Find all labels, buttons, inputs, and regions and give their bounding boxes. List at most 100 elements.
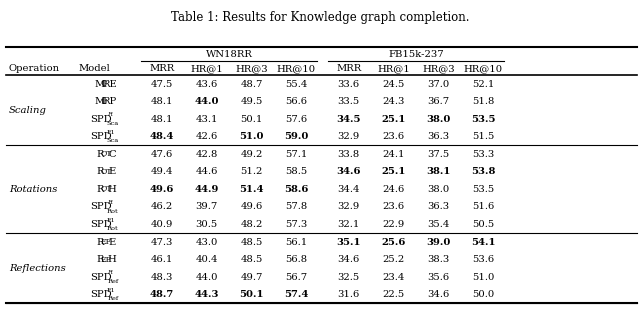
Text: 53.5: 53.5: [471, 115, 495, 124]
Text: 35.1: 35.1: [337, 238, 361, 247]
Text: 51.8: 51.8: [472, 97, 494, 106]
Text: 42.6: 42.6: [196, 132, 218, 141]
Text: 57.4: 57.4: [284, 290, 308, 299]
Text: OT: OT: [100, 168, 111, 176]
Text: 44.3: 44.3: [195, 290, 219, 299]
Text: MRR: MRR: [149, 64, 175, 73]
Text: 23.6: 23.6: [383, 132, 404, 141]
Text: Model: Model: [78, 64, 110, 73]
Text: 57.1: 57.1: [285, 150, 307, 159]
Text: 50.1: 50.1: [241, 115, 262, 124]
Text: 24.1: 24.1: [382, 150, 405, 159]
Text: R: R: [96, 255, 104, 264]
Text: 50.0: 50.0: [472, 290, 494, 299]
Text: 53.8: 53.8: [471, 167, 495, 176]
Text: 24.5: 24.5: [383, 80, 404, 89]
Text: 59.0: 59.0: [284, 132, 308, 141]
Text: 30.5: 30.5: [196, 220, 218, 229]
Text: 46.2: 46.2: [151, 202, 173, 212]
Text: 22.5: 22.5: [383, 290, 404, 299]
Text: U: U: [100, 80, 107, 88]
Text: Table 1: Results for Knowledge graph completion.: Table 1: Results for Knowledge graph com…: [171, 11, 469, 24]
Text: 38.0: 38.0: [428, 185, 449, 194]
Text: 51.0: 51.0: [472, 273, 494, 282]
Text: 48.1: 48.1: [150, 115, 173, 124]
Text: 44.6: 44.6: [196, 167, 218, 176]
Text: 32.1: 32.1: [338, 220, 360, 229]
Text: H: H: [108, 255, 116, 264]
Text: HR@3: HR@3: [422, 64, 454, 73]
Text: Rot: Rot: [107, 226, 118, 231]
Text: 53.6: 53.6: [472, 255, 494, 264]
Text: HR@10: HR@10: [463, 64, 503, 73]
Text: 47.6: 47.6: [151, 150, 173, 159]
Text: HR@3: HR@3: [236, 64, 268, 73]
Text: FB15k-237: FB15k-237: [388, 50, 444, 59]
Text: 24.6: 24.6: [383, 185, 404, 194]
Text: 46.1: 46.1: [151, 255, 173, 264]
Text: 40.4: 40.4: [195, 255, 218, 264]
Text: 57.3: 57.3: [285, 220, 307, 229]
Text: 43.0: 43.0: [196, 238, 218, 247]
Text: SPD: SPD: [90, 115, 111, 124]
Text: 48.2: 48.2: [241, 220, 262, 229]
Text: F1: F1: [107, 288, 115, 293]
Text: R: R: [107, 270, 112, 275]
Text: 54.1: 54.1: [471, 238, 495, 247]
Text: 33.8: 33.8: [338, 150, 360, 159]
Text: EF: EF: [100, 255, 111, 264]
Text: M: M: [94, 97, 104, 106]
Text: 57.6: 57.6: [285, 115, 307, 124]
Text: 51.6: 51.6: [472, 202, 494, 212]
Text: 49.7: 49.7: [241, 273, 262, 282]
Text: R: R: [96, 238, 104, 247]
Text: SPD: SPD: [90, 220, 111, 229]
Text: Ref: Ref: [108, 279, 118, 284]
Text: 44.9: 44.9: [195, 185, 219, 194]
Text: 25.2: 25.2: [383, 255, 404, 264]
Text: R: R: [96, 167, 104, 176]
Text: 51.5: 51.5: [472, 132, 494, 141]
Text: 36.3: 36.3: [428, 132, 449, 141]
Text: WN18RR: WN18RR: [205, 50, 253, 59]
Text: 32.9: 32.9: [338, 202, 360, 212]
Text: 49.2: 49.2: [241, 150, 262, 159]
Text: 50.1: 50.1: [239, 290, 264, 299]
Text: 49.6: 49.6: [150, 185, 174, 194]
Text: 56.1: 56.1: [285, 238, 307, 247]
Text: HR@1: HR@1: [377, 64, 410, 73]
Text: 43.6: 43.6: [196, 80, 218, 89]
Text: OT: OT: [100, 185, 111, 193]
Text: 40.9: 40.9: [151, 220, 173, 229]
Text: SPD: SPD: [90, 132, 111, 141]
Text: SPD: SPD: [90, 290, 111, 299]
Text: Sca: Sca: [107, 138, 119, 143]
Text: 58.5: 58.5: [285, 167, 307, 176]
Text: F1: F1: [107, 218, 115, 223]
Text: RE: RE: [102, 80, 117, 89]
Text: 39.7: 39.7: [196, 202, 218, 212]
Text: F1: F1: [107, 130, 115, 135]
Text: Operation: Operation: [9, 64, 60, 73]
Text: 23.4: 23.4: [383, 273, 404, 282]
Text: Ref: Ref: [108, 296, 118, 301]
Text: 48.5: 48.5: [241, 238, 262, 247]
Text: C: C: [108, 150, 116, 159]
Text: 56.8: 56.8: [285, 255, 307, 264]
Text: 39.0: 39.0: [426, 238, 451, 247]
Text: 33.6: 33.6: [338, 80, 360, 89]
Text: 48.7: 48.7: [241, 80, 262, 89]
Text: Rot: Rot: [107, 209, 118, 214]
Text: E: E: [108, 167, 115, 176]
Text: 56.6: 56.6: [285, 97, 307, 106]
Text: 37.5: 37.5: [428, 150, 449, 159]
Text: OT: OT: [100, 150, 111, 158]
Text: 50.5: 50.5: [472, 220, 494, 229]
Text: Rotations: Rotations: [9, 185, 58, 194]
Text: 48.4: 48.4: [150, 132, 174, 141]
Text: 58.6: 58.6: [284, 185, 308, 194]
Text: 38.3: 38.3: [428, 255, 449, 264]
Text: Scaling: Scaling: [9, 106, 47, 115]
Text: R: R: [107, 200, 112, 205]
Text: 34.6: 34.6: [338, 255, 360, 264]
